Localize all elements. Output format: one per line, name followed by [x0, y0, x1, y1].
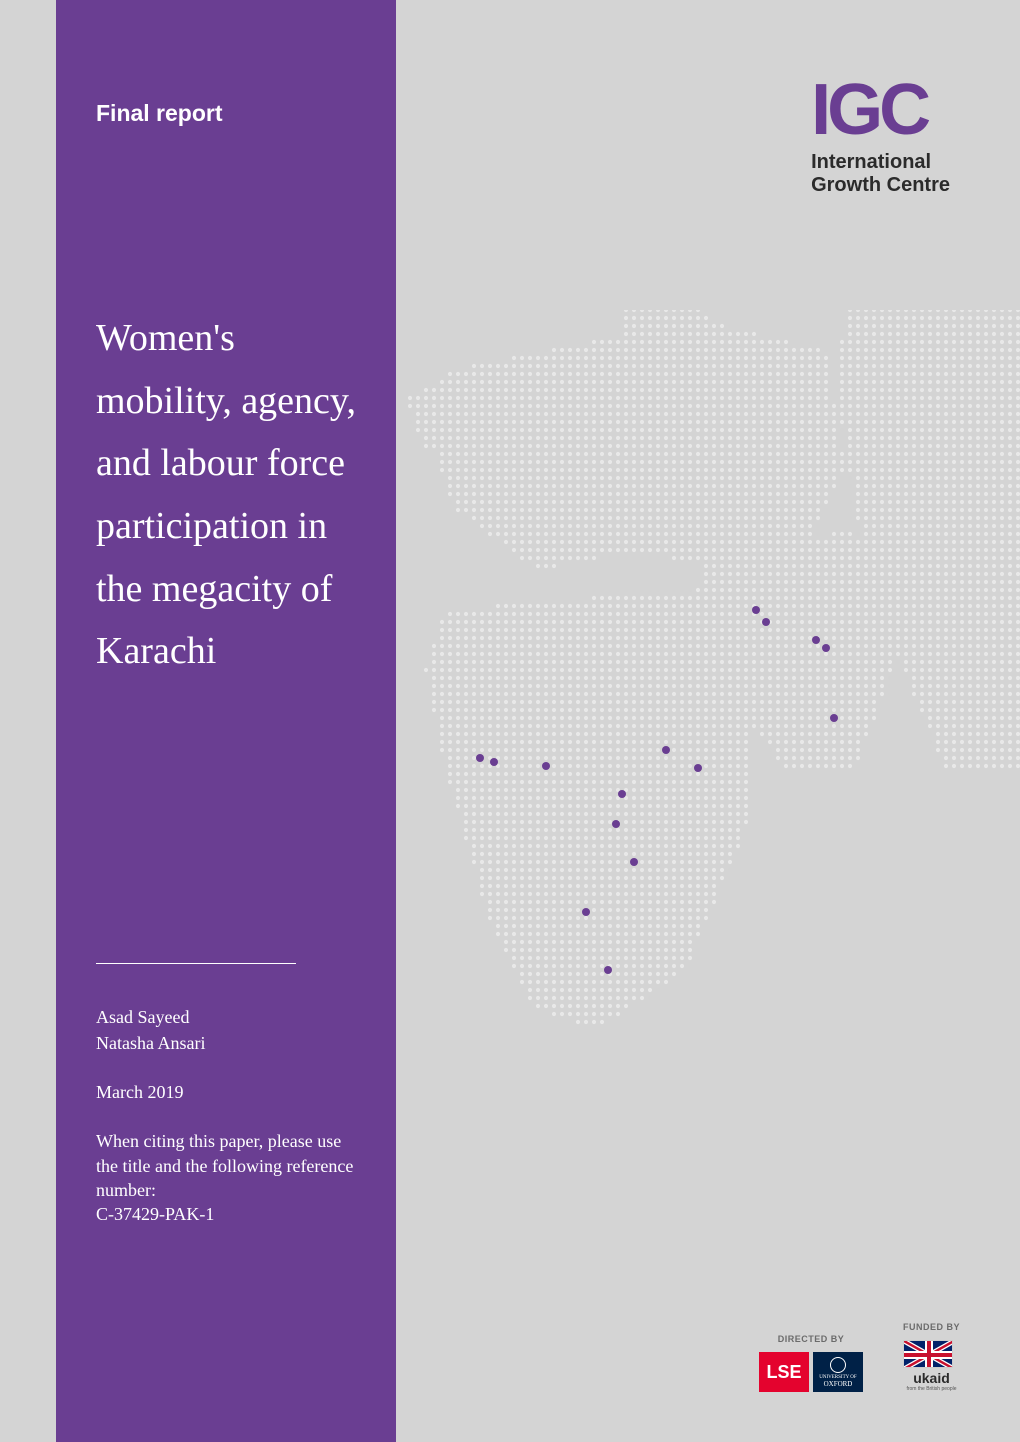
world-dotmap	[386, 310, 1020, 1050]
author-2: Natasha Ansari	[96, 1030, 356, 1056]
directed-by-block: DIRECTED BY LSE UNIVERSITY OF OXFORD	[759, 1334, 863, 1392]
igc-logo-subtitle: International Growth Centre	[811, 151, 950, 197]
ukaid-subtext: from the British people	[903, 1386, 960, 1392]
ukaid-text: ukaid	[903, 1370, 960, 1386]
citation-text: When citing this paper, please use the t…	[96, 1131, 353, 1200]
page-root: Final report Women's mobility, agency, a…	[0, 0, 1020, 1442]
main-title: Women's mobility, agency, and labour for…	[96, 307, 356, 683]
left-panel: Final report Women's mobility, agency, a…	[56, 0, 396, 1442]
reference-number: C-37429-PAK-1	[96, 1204, 214, 1224]
publication-date: March 2019	[96, 1082, 356, 1103]
lse-logo: LSE	[759, 1352, 809, 1392]
funded-by-label: FUNDED BY	[903, 1322, 960, 1332]
funded-by-block: FUNDED BY ukaid from the British people	[903, 1322, 960, 1392]
igc-logo: IGC International Growth Centre	[811, 80, 950, 197]
directed-by-label: DIRECTED BY	[759, 1334, 863, 1344]
igc-logo-letters: IGC	[811, 80, 950, 141]
oxford-logo: UNIVERSITY OF OXFORD	[813, 1352, 863, 1392]
right-panel: IGC International Growth Centre DIRECTED…	[396, 0, 1020, 1442]
authors-block: Asad Sayeed Natasha Ansari	[96, 1004, 356, 1056]
author-1: Asad Sayeed	[96, 1004, 356, 1030]
left-strip	[0, 0, 56, 1442]
citation-block: When citing this paper, please use the t…	[96, 1129, 356, 1226]
report-label: Final report	[96, 100, 356, 127]
divider-line	[96, 963, 296, 964]
ukaid-flag-icon	[903, 1340, 953, 1368]
footer-logos: DIRECTED BY LSE UNIVERSITY OF OXFORD FUN…	[759, 1322, 960, 1392]
